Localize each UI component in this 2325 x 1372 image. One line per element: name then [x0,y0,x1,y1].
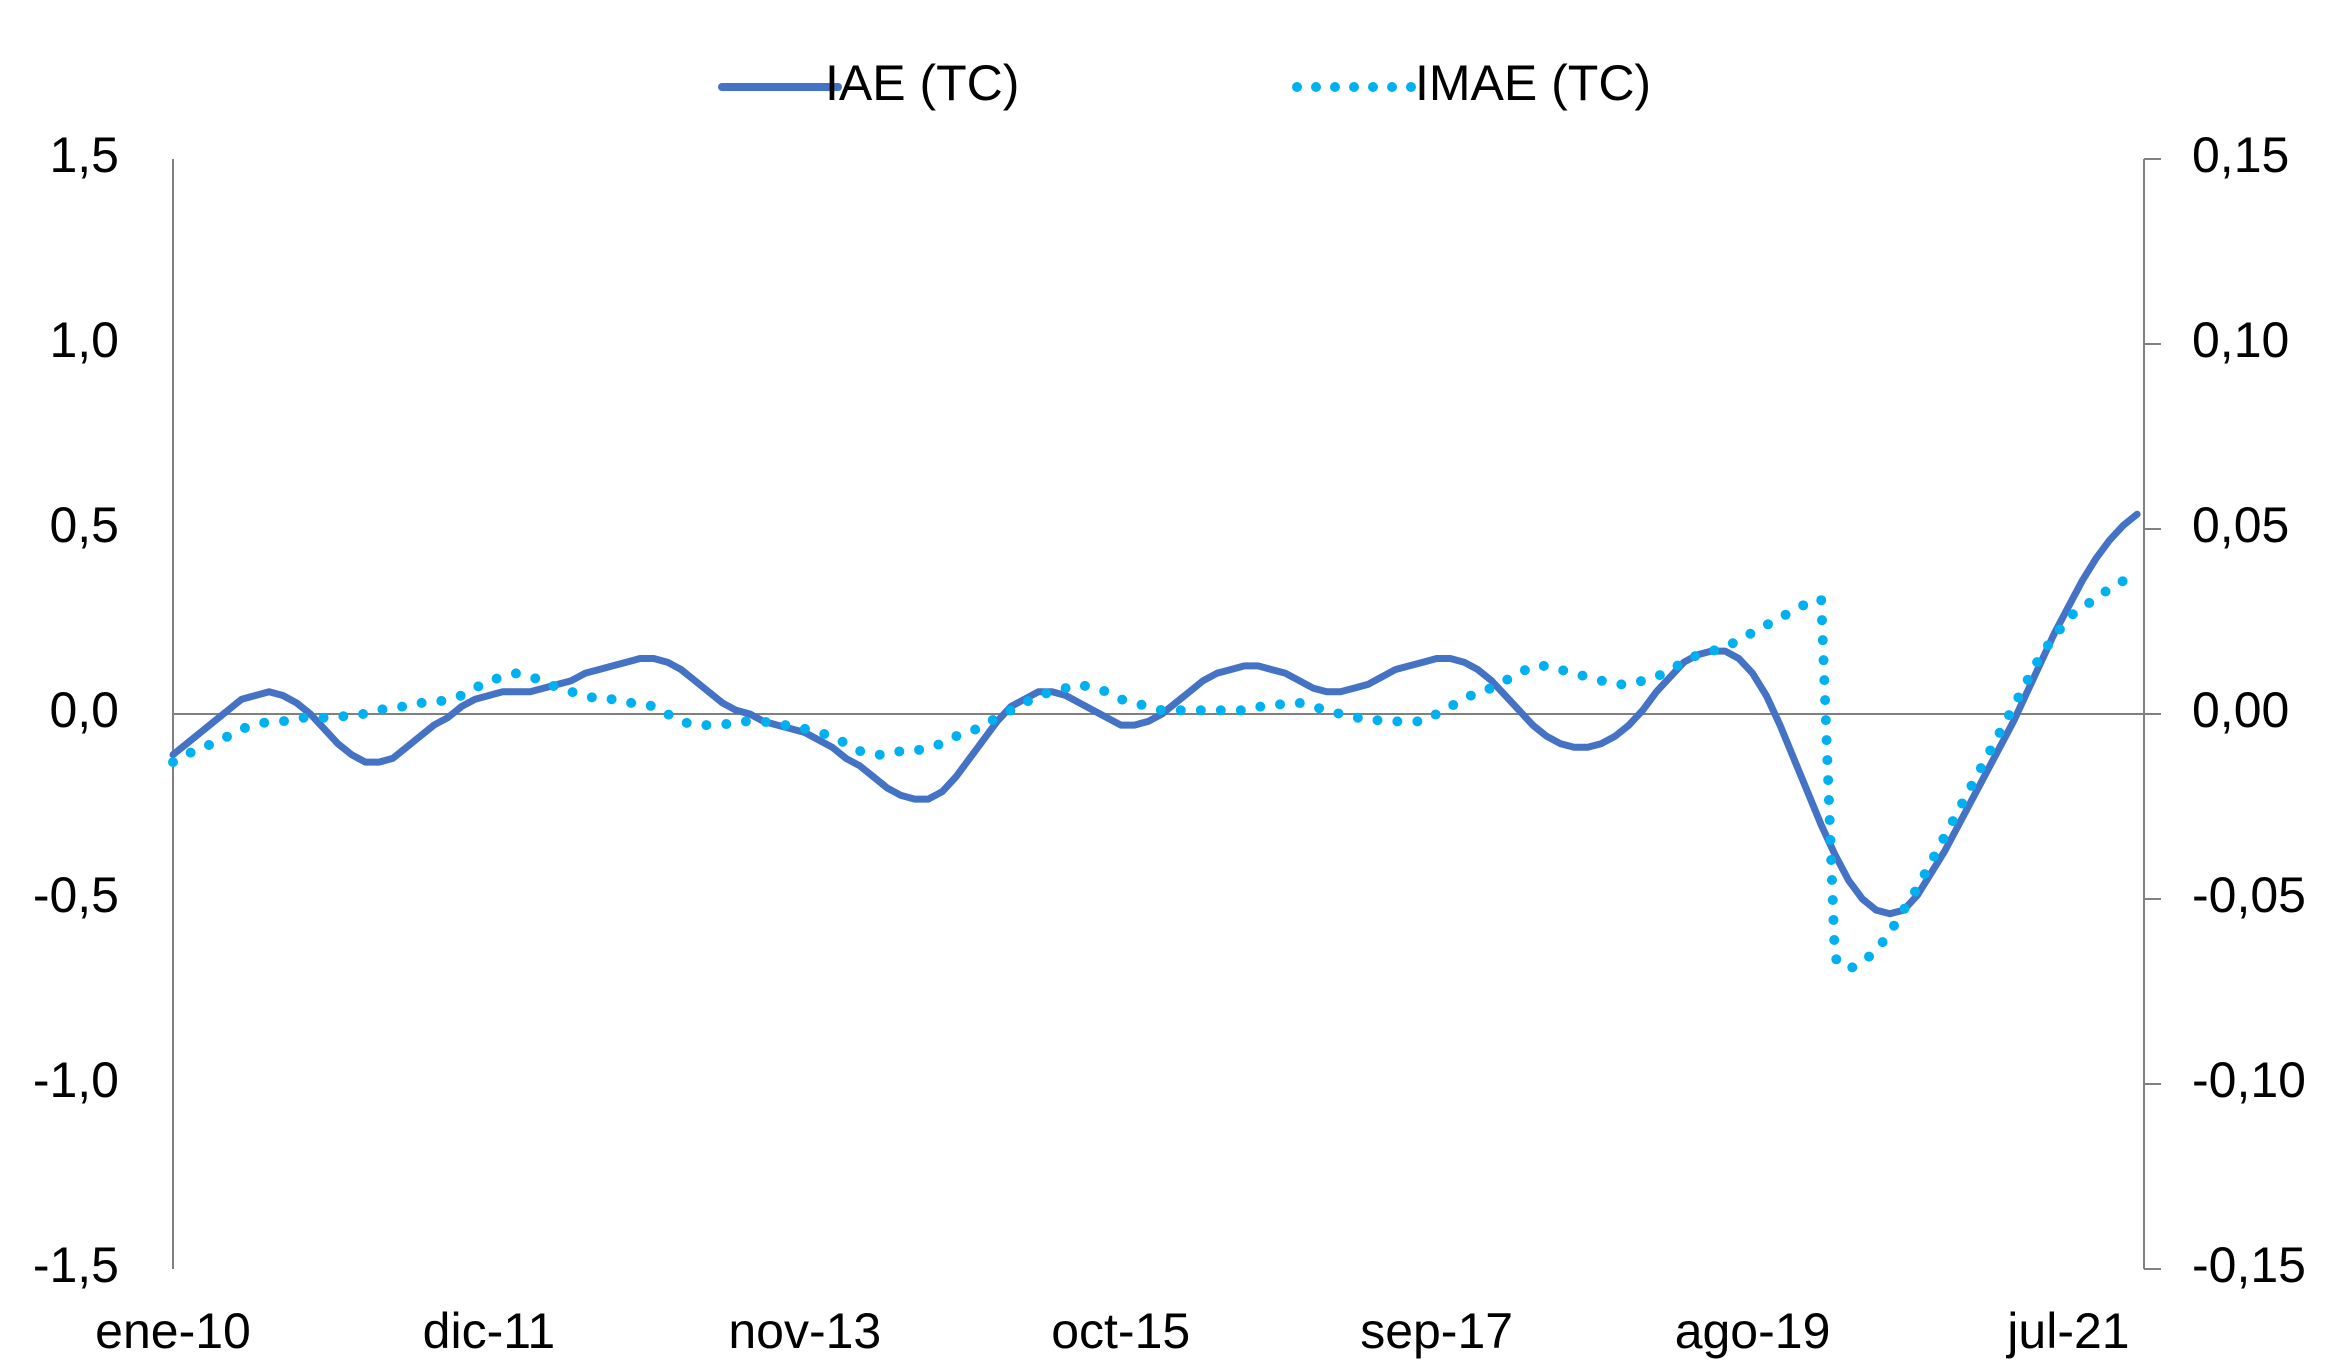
x-tick-label: dic-11 [423,1303,555,1359]
series-line [168,568,2143,975]
x-tick-label: nov-13 [728,1303,881,1359]
y-tick-label: -1,0 [33,1052,119,1108]
x-tick-label: jul-21 [2005,1303,2129,1359]
series-line [169,510,2141,918]
y2-tick-label: 0,10 [2192,312,2289,368]
y2-tick-label: 0,05 [2192,497,2289,553]
y2-tick-label: -0,15 [2192,1237,2306,1293]
y2-tick-label: 0,15 [2192,127,2289,183]
y2-tick-label: -0,05 [2192,867,2306,923]
x-tick-label: oct-15 [1051,1303,1190,1359]
y-tick-label: -0,5 [33,867,119,923]
y-tick-label: 0,0 [49,682,119,738]
x-tick-label: sep-17 [1360,1303,1513,1359]
legend-label: IAE (TC) [825,55,1019,111]
y-tick-label: 1,5 [49,127,119,183]
x-tick-label: ago-19 [1675,1303,1831,1359]
y2-tick-label: -0,10 [2192,1052,2306,1108]
legend-label: IMAE (TC) [1415,55,1651,111]
y-tick-label: 1,0 [49,312,119,368]
x-tick-label: ene-10 [95,1303,251,1359]
y2-tick-label: 0,00 [2192,682,2289,738]
y-tick-label: 0,5 [49,497,119,553]
y-tick-label: -1,5 [33,1237,119,1293]
